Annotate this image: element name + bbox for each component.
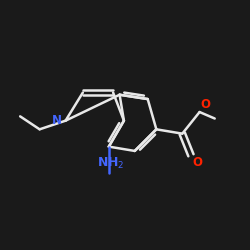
Text: N: N <box>52 114 62 127</box>
Text: NH$_2$: NH$_2$ <box>97 156 124 172</box>
Text: O: O <box>201 98 211 112</box>
Text: O: O <box>192 156 202 169</box>
